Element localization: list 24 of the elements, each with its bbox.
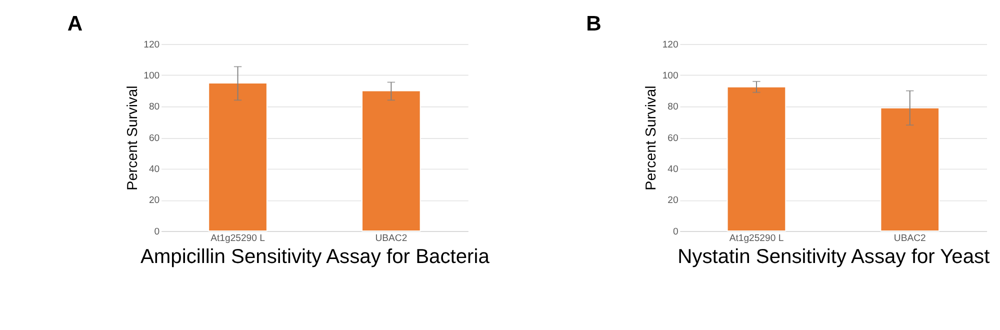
y-tick-label: 40 <box>148 164 160 176</box>
y-tick-label: 120 <box>144 39 160 50</box>
chart-title: B <box>586 12 602 36</box>
x-axis-title: Ampicillin Sensitivity Assay for Bacteria <box>140 246 490 268</box>
x-axis-title: Nystatin Sensitivity Assay for Yeast <box>678 246 990 268</box>
y-tick-label: 120 <box>662 39 678 50</box>
chart-title: A <box>67 12 83 36</box>
y-tick-label: 20 <box>148 195 160 206</box>
x-tick-label: UBAC2 <box>894 233 926 244</box>
y-tick-label: 80 <box>148 102 160 113</box>
y-axis-title: Percent Survival <box>644 86 660 190</box>
y-axis-title: Percent Survival <box>124 86 141 190</box>
y-tick-label: 60 <box>668 132 678 144</box>
x-tick-label: At1g25290 L <box>729 233 784 244</box>
x-tick-label: At1g25290 L <box>210 233 266 244</box>
y-tick-label: 20 <box>668 195 678 206</box>
y-tick-label: 40 <box>668 164 678 176</box>
y-tick-label: 100 <box>144 70 160 82</box>
y-tick-label: 0 <box>673 226 678 238</box>
x-tick-label: UBAC2 <box>375 233 408 244</box>
y-tick-label: 80 <box>668 102 678 113</box>
y-tick-label: 100 <box>662 70 678 82</box>
y-tick-label: 0 <box>154 226 160 238</box>
y-tick-label: 60 <box>148 132 160 144</box>
